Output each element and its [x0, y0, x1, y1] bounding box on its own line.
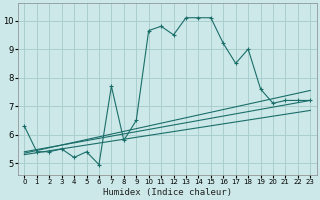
X-axis label: Humidex (Indice chaleur): Humidex (Indice chaleur) [103, 188, 232, 197]
